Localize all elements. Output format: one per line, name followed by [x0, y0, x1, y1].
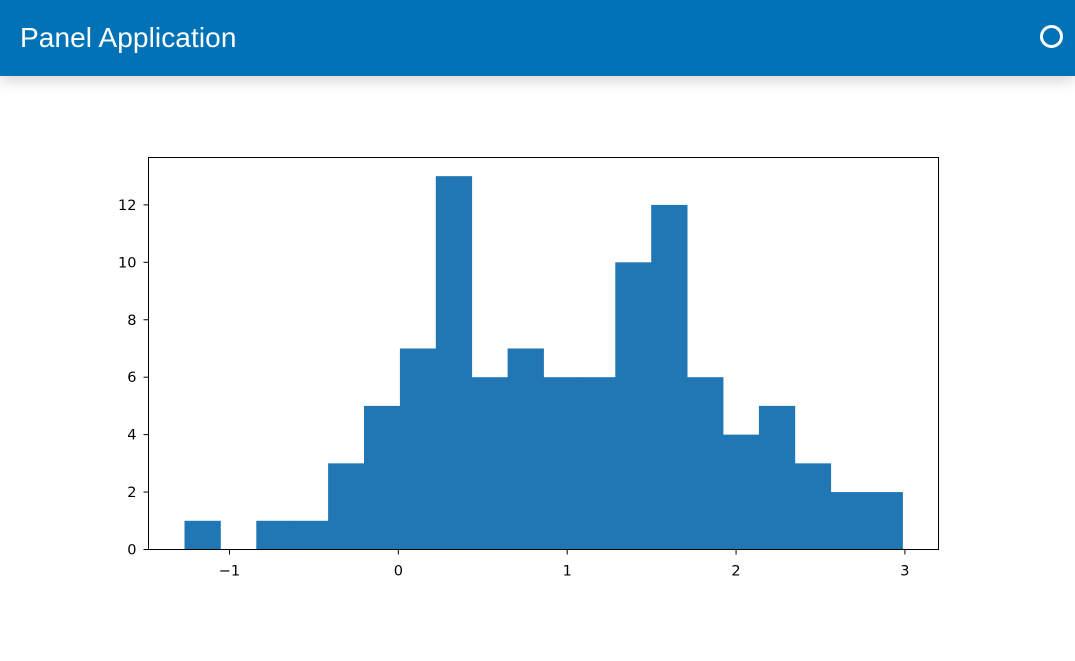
- x-tick-label-1: 0: [394, 564, 403, 580]
- histogram-bar-0: [184, 520, 221, 550]
- y-tick-label-0: 0: [127, 543, 136, 559]
- app-header: Panel Application: [0, 0, 1075, 76]
- x-tick-label-0: −1: [219, 564, 240, 580]
- y-tick-label-3: 6: [127, 370, 136, 386]
- y-tick-label-1: 2: [127, 485, 136, 501]
- histogram-bar-6: [399, 348, 437, 550]
- main-content: −1 0 1 2 3 0 2 4 6 8 10 12: [0, 76, 1075, 661]
- histogram-bars: [184, 176, 903, 550]
- histogram-bar-7: [435, 176, 473, 550]
- histogram-bar-14: [687, 377, 724, 550]
- y-tick-label-6: 12: [118, 198, 136, 214]
- histogram-bar-16: [758, 405, 796, 550]
- x-tick-label-4: 3: [900, 564, 909, 580]
- histogram-bar-8: [471, 377, 509, 550]
- x-tick-label-2: 1: [563, 564, 572, 580]
- app-title: Panel Application: [20, 22, 237, 53]
- busy-indicator-circle-icon: [1040, 25, 1063, 48]
- histogram-bar-10: [543, 377, 580, 550]
- histogram-bar-17: [794, 463, 832, 550]
- histogram-bar-3: [292, 520, 329, 550]
- histogram-bar-5: [364, 405, 401, 550]
- y-tick-label-5: 10: [118, 255, 136, 271]
- histogram-bar-4: [328, 463, 365, 550]
- histogram-bar-13: [651, 204, 688, 550]
- histogram-bar-11: [579, 377, 616, 550]
- histogram-bar-19: [866, 492, 903, 550]
- x-tick-label-3: 2: [731, 564, 740, 580]
- x-axis-ticks: −1 0 1 2 3: [219, 549, 910, 580]
- histogram-bar-18: [830, 492, 867, 550]
- histogram-bar-9: [507, 348, 544, 550]
- y-tick-label-4: 8: [127, 313, 136, 329]
- histogram-bar-12: [615, 262, 652, 550]
- histogram-bar-2: [256, 520, 293, 550]
- plot-frame: [148, 157, 939, 550]
- y-tick-label-2: 4: [127, 428, 136, 444]
- y-axis-ticks: 0 2 4 6 8 10 12: [118, 198, 149, 559]
- histogram-bar-15: [722, 434, 760, 550]
